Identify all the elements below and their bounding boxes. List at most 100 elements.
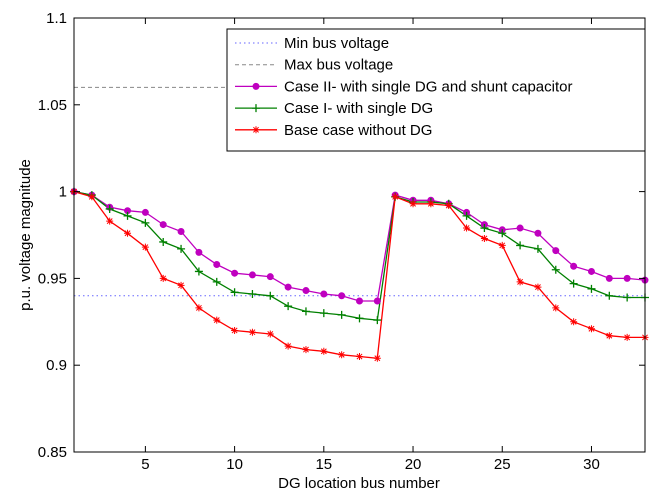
y-tick-label: 1: [59, 184, 67, 201]
data-point-case-ii-with-single-dg-and-shunt-capacitor: [159, 221, 167, 229]
data-point-case-ii-with-single-dg-and-shunt-capacitor: [552, 247, 560, 255]
data-point-case-ii-with-single-dg-and-shunt-capacitor: [623, 274, 631, 282]
data-point-base-case-without-dg: [302, 346, 310, 354]
data-point-case-i-with-single-dg: [284, 302, 293, 311]
data-point-base-case-without-dg: [106, 217, 114, 225]
data-point-case-i-with-single-dg: [623, 293, 632, 302]
data-point-base-case-without-dg: [338, 351, 346, 359]
data-point-case-i-with-single-dg: [498, 229, 507, 238]
data-point-base-case-without-dg: [159, 274, 167, 282]
data-point-case-ii-with-single-dg-and-shunt-capacitor: [587, 267, 595, 275]
y-tick-label: 1.05: [38, 97, 67, 114]
data-point-case-ii-with-single-dg-and-shunt-capacitor: [534, 229, 542, 237]
data-point-case-i-with-single-dg: [355, 314, 364, 323]
data-point-case-i-with-single-dg: [177, 244, 186, 253]
data-point-case-i-with-single-dg: [516, 241, 525, 250]
x-tick-label: 5: [141, 456, 149, 473]
data-point-case-ii-with-single-dg-and-shunt-capacitor: [177, 228, 185, 236]
data-point-case-i-with-single-dg: [141, 218, 150, 227]
data-point-base-case-without-dg: [534, 283, 542, 291]
plot-frame: [73, 17, 646, 453]
data-point-base-case-without-dg: [445, 201, 453, 209]
data-point-base-case-without-dg: [623, 333, 631, 341]
legend-box: [226, 28, 646, 152]
y-tick-label: 0.85: [38, 444, 67, 461]
data-point-base-case-without-dg: [356, 353, 363, 361]
data-point-case-i-with-single-dg: [605, 291, 614, 300]
data-point-base-case-without-dg: [605, 332, 613, 340]
data-point-base-case-without-dg: [213, 316, 221, 324]
data-point-base-case-without-dg: [141, 243, 149, 251]
data-point-case-i-with-single-dg: [319, 309, 328, 318]
y-tick-label: 0.95: [38, 270, 67, 287]
data-point-base-case-without-dg: [320, 347, 328, 355]
data-point-base-case-without-dg: [391, 193, 399, 201]
data-point-case-i-with-single-dg: [462, 211, 471, 220]
data-point-base-case-without-dg: [409, 200, 417, 208]
x-tick-label: 10: [226, 456, 243, 473]
data-point-case-i-with-single-dg: [587, 284, 596, 293]
legend-marker-case-i-with-single-dg: [252, 104, 260, 113]
legend-marker-case-ii-with-single-dg-and-shunt-capacitor: [252, 82, 260, 90]
data-point-case-i-with-single-dg: [480, 224, 489, 233]
data-point-case-ii-with-single-dg-and-shunt-capacitor: [266, 273, 274, 281]
data-point-base-case-without-dg: [124, 229, 132, 237]
data-point-base-case-without-dg: [266, 330, 274, 338]
x-axis-ticks: 5 10 15 20 25 30: [141, 18, 600, 473]
data-point-case-i-with-single-dg: [230, 288, 239, 297]
y-tick-label: 1.1: [46, 10, 67, 27]
data-point-base-case-without-dg: [552, 304, 560, 312]
data-point-base-case-without-dg: [463, 224, 471, 232]
data-point-case-ii-with-single-dg-and-shunt-capacitor: [141, 208, 149, 216]
data-point-case-i-with-single-dg: [569, 279, 578, 288]
data-point-case-ii-with-single-dg-and-shunt-capacitor: [320, 290, 328, 298]
x-tick-label: 25: [494, 456, 511, 473]
data-point-case-ii-with-single-dg-and-shunt-capacitor: [373, 297, 381, 305]
data-point-case-ii-with-single-dg-and-shunt-capacitor: [195, 248, 203, 256]
x-tick-label: 30: [583, 456, 600, 473]
data-point-base-case-without-dg: [570, 318, 578, 326]
data-point-base-case-without-dg: [248, 328, 256, 336]
data-point-case-ii-with-single-dg-and-shunt-capacitor: [213, 261, 221, 269]
legend-label-min-bus-voltage: Min bus voltage: [284, 35, 389, 52]
legend-label-base-case-without-dg: Base case without DG: [284, 122, 432, 139]
data-point-case-i-with-single-dg: [123, 211, 132, 220]
data-point-base-case-without-dg: [177, 281, 185, 289]
data-point-case-ii-with-single-dg-and-shunt-capacitor: [231, 269, 239, 277]
legend-label-max-bus-voltage: Max bus voltage: [284, 57, 393, 74]
data-point-base-case-without-dg: [88, 193, 96, 201]
data-point-case-i-with-single-dg: [551, 265, 560, 274]
data-point-case-i-with-single-dg: [105, 204, 114, 213]
legend: Min bus voltage Max bus voltage Case II- w…: [226, 28, 646, 152]
legend-marker-base-case-without-dg: [252, 126, 260, 134]
x-tick-label: 15: [315, 456, 332, 473]
data-point-base-case-without-dg: [516, 278, 524, 286]
data-point-case-ii-with-single-dg-and-shunt-capacitor: [356, 297, 363, 305]
data-point-case-i-with-single-dg: [533, 244, 542, 253]
data-point-case-i-with-single-dg: [337, 310, 346, 319]
series-markers: [70, 187, 649, 362]
data-point-case-ii-with-single-dg-and-shunt-capacitor: [338, 292, 346, 300]
data-point-case-ii-with-single-dg-and-shunt-capacitor: [248, 271, 256, 279]
data-point-base-case-without-dg: [373, 354, 381, 362]
data-point-case-ii-with-single-dg-and-shunt-capacitor: [284, 283, 292, 291]
data-point-case-ii-with-single-dg-and-shunt-capacitor: [605, 274, 613, 282]
data-point-base-case-without-dg: [480, 234, 488, 242]
y-axis-label: p.u. voltage magnitude: [17, 159, 34, 311]
data-point-base-case-without-dg: [195, 304, 203, 312]
data-point-base-case-without-dg: [231, 326, 239, 334]
data-point-case-i-with-single-dg: [212, 277, 221, 286]
data-point-case-ii-with-single-dg-and-shunt-capacitor: [516, 224, 524, 232]
data-point-case-i-with-single-dg: [248, 290, 257, 299]
data-point-base-case-without-dg: [284, 342, 292, 350]
data-point-base-case-without-dg: [587, 325, 595, 333]
legend-label-case-ii-with-single-dg-and-shunt-capacitor: Case II- with single DG and shunt capaci…: [284, 78, 572, 95]
x-axis-label: DG location bus number: [278, 475, 440, 492]
data-point-case-i-with-single-dg: [373, 316, 382, 325]
data-point-base-case-without-dg: [427, 200, 435, 208]
legend-label-case-i-with-single-dg: Case I- with single DG: [284, 100, 433, 117]
y-tick-label: 0.9: [46, 357, 67, 374]
data-point-base-case-without-dg: [498, 241, 506, 249]
data-point-case-i-with-single-dg: [194, 267, 203, 276]
